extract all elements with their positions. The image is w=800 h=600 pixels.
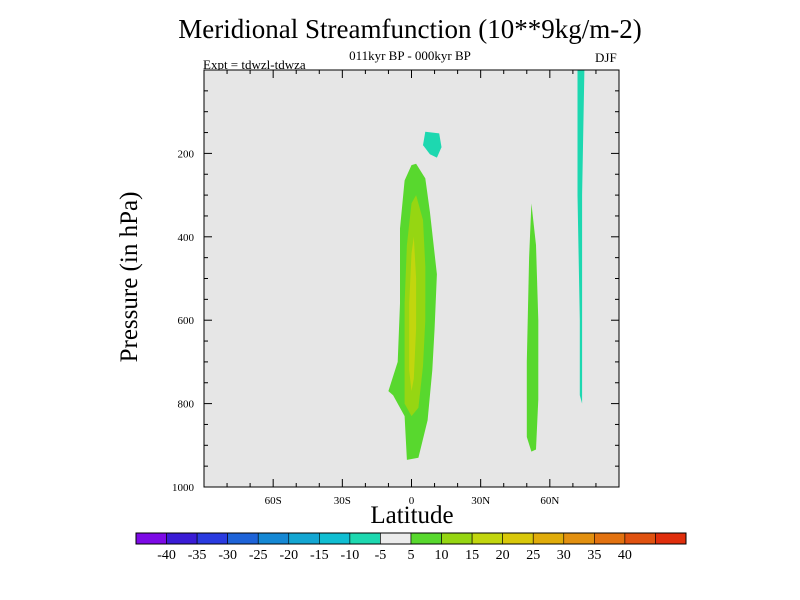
x-tick-label: 60N <box>540 495 559 507</box>
contour-region-polar-negative-strip <box>577 70 585 404</box>
y-tick-label: 600 <box>178 315 195 327</box>
x-tick-label: 30N <box>471 495 490 507</box>
x-tick-label: 30S <box>334 495 351 507</box>
x-tick-label: 0 <box>409 495 415 507</box>
y-tick-label: 1000 <box>172 482 195 494</box>
colorbar-label: -15 <box>310 548 329 563</box>
y-tick-label: 400 <box>178 232 195 244</box>
colorbar-swatch <box>135 532 167 545</box>
colorbar-swatch <box>380 532 412 545</box>
colorbar-swatch <box>655 532 687 545</box>
colorbar-label: 15 <box>465 548 479 563</box>
colorbar-swatch <box>349 532 381 545</box>
colorbar-label: -25 <box>249 548 268 563</box>
colorbar-swatch <box>441 532 473 545</box>
y-tick-label: 800 <box>178 399 195 411</box>
colorbar-label: 40 <box>618 548 632 563</box>
colorbar-frame <box>135 532 687 545</box>
colorbar-label: 30 <box>557 548 571 563</box>
colorbar-swatch <box>166 532 198 545</box>
colorbar-label: 10 <box>435 548 449 563</box>
contour-region-tropical-positive-center <box>409 236 417 392</box>
colorbar-label: 35 <box>587 548 601 563</box>
colorbar-label: -40 <box>157 548 176 563</box>
chart-title: Meridional Streamfunction (10**9kg/m-2) <box>178 14 642 44</box>
colorbar-label: 5 <box>408 548 415 563</box>
chart-subtitle: 011kyr BP - 000kyr BP <box>349 48 471 63</box>
x-axis-label: Latitude <box>370 502 454 529</box>
colorbar-swatch <box>532 532 565 545</box>
colorbar-swatch <box>319 532 351 545</box>
colorbar-label: -5 <box>375 548 387 563</box>
season-label: DJF <box>595 50 617 65</box>
experiment-label: Expt = tdwzl-tdwza <box>203 57 306 72</box>
colorbar-label: -10 <box>341 548 360 563</box>
colorbar-label: 25 <box>526 548 540 563</box>
colorbar-label: -20 <box>279 548 298 563</box>
colorbar-swatch <box>502 532 534 545</box>
colorbar-label: -35 <box>188 548 207 563</box>
colorbar-swatch <box>624 532 656 545</box>
contour-region-upper-negative-cell <box>423 131 442 158</box>
y-tick-label: 200 <box>178 148 195 160</box>
colorbar-swatch <box>471 532 503 545</box>
colorbar-swatch <box>227 532 259 545</box>
colorbar-swatch <box>410 532 442 545</box>
colorbar-swatch <box>594 532 626 545</box>
contour-region-midlatitude-positive <box>526 203 539 452</box>
colorbar-swatch <box>196 532 228 545</box>
x-tick-label: 60S <box>265 495 282 507</box>
colorbar-label: -30 <box>218 548 237 563</box>
colorbar-swatch <box>563 532 595 545</box>
colorbar-label: 20 <box>496 548 510 563</box>
colorbar-swatch <box>257 532 290 545</box>
colorbar-swatch <box>288 532 320 545</box>
